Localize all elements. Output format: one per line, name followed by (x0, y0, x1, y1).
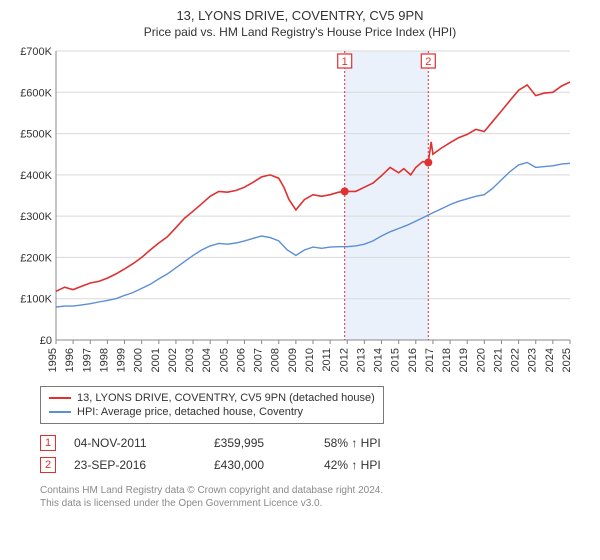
svg-text:2024: 2024 (544, 348, 556, 372)
svg-text:1997: 1997 (81, 348, 93, 372)
svg-text:2025: 2025 (561, 348, 573, 372)
svg-text:2: 2 (425, 56, 431, 68)
svg-text:2010: 2010 (304, 348, 316, 372)
svg-text:£200K: £200K (20, 252, 52, 264)
svg-text:2009: 2009 (287, 348, 299, 372)
svg-text:2012: 2012 (338, 348, 350, 372)
footnote-line: Contains HM Land Registry data © Crown c… (40, 484, 590, 497)
svg-text:2021: 2021 (492, 348, 504, 372)
sale-pct-vs-hpi: 42% ↑ HPI (324, 458, 444, 472)
svg-text:2023: 2023 (527, 348, 539, 372)
svg-text:2000: 2000 (133, 348, 145, 372)
page-subtitle: Price paid vs. HM Land Registry's House … (10, 25, 590, 39)
svg-text:£400K: £400K (20, 170, 52, 182)
svg-text:1998: 1998 (98, 348, 110, 372)
sale-date: 04-NOV-2011 (74, 436, 214, 450)
svg-text:2020: 2020 (475, 348, 487, 372)
page-title: 13, LYONS DRIVE, COVENTRY, CV5 9PN (10, 8, 590, 23)
svg-text:2008: 2008 (270, 348, 282, 372)
svg-text:2007: 2007 (253, 348, 265, 372)
svg-text:2001: 2001 (150, 348, 162, 372)
svg-text:2019: 2019 (458, 348, 470, 372)
legend-label: HPI: Average price, detached house, Cove… (77, 406, 303, 418)
svg-text:£300K: £300K (20, 211, 52, 223)
sale-price: £359,995 (214, 436, 324, 450)
sale-marker-box: 1 (40, 435, 56, 451)
legend-label: 13, LYONS DRIVE, COVENTRY, CV5 9PN (deta… (77, 392, 375, 404)
svg-text:2016: 2016 (407, 348, 419, 372)
sale-row: 2 23-SEP-2016£430,00042% ↑ HPI (10, 454, 590, 476)
svg-text:£100K: £100K (20, 294, 52, 306)
svg-text:1999: 1999 (116, 348, 128, 372)
svg-text:2017: 2017 (424, 348, 436, 372)
footnote: Contains HM Land Registry data © Crown c… (40, 484, 590, 510)
svg-text:2013: 2013 (355, 348, 367, 372)
sales-table: 1 04-NOV-2011£359,99558% ↑ HPI 2 23-SEP-201… (10, 432, 590, 476)
svg-text:1995: 1995 (47, 348, 59, 372)
sale-row: 1 04-NOV-2011£359,99558% ↑ HPI (10, 432, 590, 454)
sale-date: 23-SEP-2016 (74, 458, 214, 472)
sale-price: £430,000 (214, 458, 324, 472)
svg-text:1: 1 (342, 56, 348, 68)
svg-text:£700K: £700K (20, 47, 52, 58)
svg-text:2006: 2006 (235, 348, 247, 372)
svg-text:2004: 2004 (201, 348, 213, 372)
svg-text:£600K: £600K (20, 87, 52, 99)
svg-text:2005: 2005 (218, 348, 230, 372)
svg-text:£500K: £500K (20, 129, 52, 141)
svg-text:£0: £0 (40, 335, 52, 347)
footnote-line: This data is licensed under the Open Gov… (40, 497, 590, 510)
svg-text:2011: 2011 (321, 348, 333, 372)
svg-text:2003: 2003 (184, 348, 196, 372)
legend-swatch (49, 397, 71, 399)
sale-marker-box: 2 (40, 457, 56, 473)
legend-item: HPI: Average price, detached house, Cove… (49, 405, 375, 419)
svg-text:2014: 2014 (373, 348, 385, 372)
legend-swatch (49, 411, 71, 413)
legend: 13, LYONS DRIVE, COVENTRY, CV5 9PN (deta… (40, 386, 384, 424)
svg-text:2002: 2002 (167, 348, 179, 372)
svg-text:1996: 1996 (64, 348, 76, 372)
svg-text:2022: 2022 (510, 348, 522, 372)
sale-pct-vs-hpi: 58% ↑ HPI (324, 436, 444, 450)
svg-text:2015: 2015 (390, 348, 402, 372)
price-chart: £0 £100K £200K £300K £400K £500K £600K £700K 199… (10, 47, 590, 382)
svg-text:2018: 2018 (441, 348, 453, 372)
legend-item: 13, LYONS DRIVE, COVENTRY, CV5 9PN (deta… (49, 391, 375, 405)
